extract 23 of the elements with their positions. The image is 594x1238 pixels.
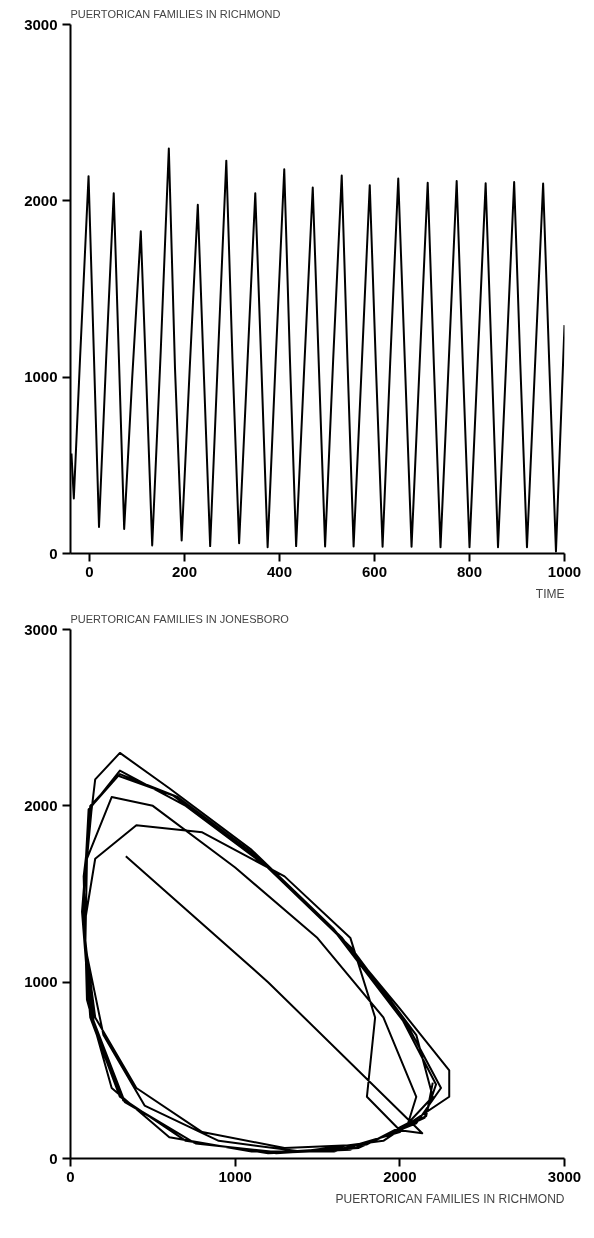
y-axis-title: PUERTORICAN FAMILIES IN JONESBORO (70, 612, 290, 625)
x-tick-label: 200 (171, 562, 198, 580)
x-tick-label: 0 (85, 562, 94, 580)
y-tick-label: 2000 (24, 796, 58, 814)
line-series (81, 751, 451, 1155)
x-tick-label: 2000 (383, 1167, 417, 1185)
x-tick-label: 1000 (218, 1167, 252, 1185)
x-tick-label: 3000 (547, 1167, 582, 1185)
x-tick-label: 0 (66, 1167, 75, 1185)
x-axis-title: PUERTORICAN FAMILIES IN RICHMOND (335, 1191, 565, 1206)
x-tick-label: 600 (361, 562, 388, 580)
y-tick-label: 2000 (24, 191, 58, 209)
x-tick-label: 1000 (547, 562, 582, 580)
x-tick-label: 400 (266, 562, 293, 580)
y-tick-label: 0 (49, 1149, 58, 1167)
y-tick-label: 1000 (24, 973, 58, 991)
x-tick-label: 800 (456, 562, 483, 580)
y-tick-label: 3000 (24, 15, 58, 33)
y-tick-label: 3000 (24, 620, 58, 638)
y-axis-title: PUERTORICAN FAMILIES IN RICHMOND (70, 7, 281, 20)
y-tick-label: 0 (49, 544, 58, 562)
x-axis-title: TIME (535, 586, 565, 601)
y-tick-label: 1000 (24, 368, 58, 386)
